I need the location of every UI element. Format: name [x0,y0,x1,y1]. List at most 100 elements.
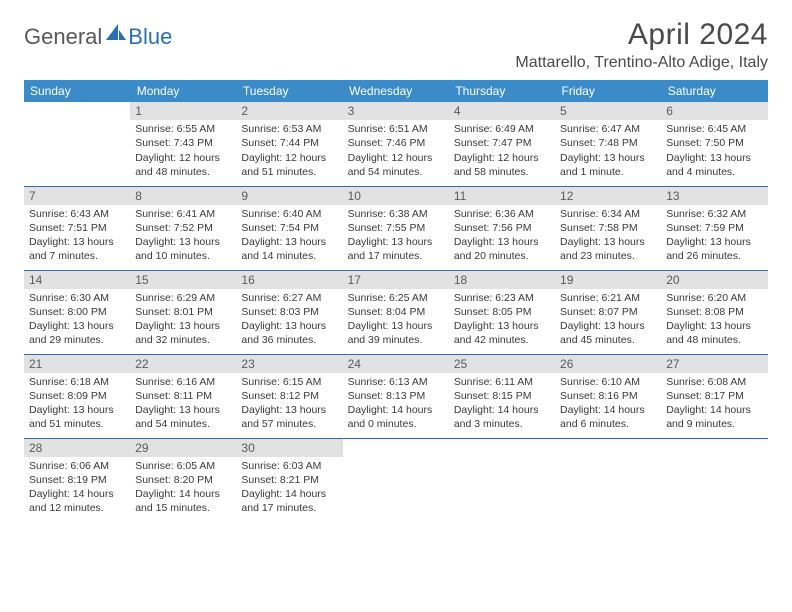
day-number: 8 [130,187,236,205]
day-number: 7 [24,187,130,205]
daylight-text: Daylight: 13 hours [135,319,231,333]
day-number: 21 [24,355,130,373]
sunset-text: Sunset: 7:43 PM [135,136,231,150]
calendar-week-row: 21Sunrise: 6:18 AMSunset: 8:09 PMDayligh… [24,354,768,438]
weekday-header-row: Sunday Monday Tuesday Wednesday Thursday… [24,80,768,102]
calendar-day-cell: 11Sunrise: 6:36 AMSunset: 7:56 PMDayligh… [449,186,555,270]
day-number: 19 [555,271,661,289]
location-text: Mattarello, Trentino-Alto Adige, Italy [515,54,768,72]
daylight-text: and 15 minutes. [135,501,231,515]
day-number: 26 [555,355,661,373]
calendar-day-cell: 19Sunrise: 6:21 AMSunset: 8:07 PMDayligh… [555,270,661,354]
calendar-day-cell: 13Sunrise: 6:32 AMSunset: 7:59 PMDayligh… [661,186,767,270]
daylight-text: and 36 minutes. [241,333,337,347]
calendar-day-cell: 29Sunrise: 6:05 AMSunset: 8:20 PMDayligh… [130,438,236,522]
daylight-text: and 0 minutes. [348,417,444,431]
daylight-text: Daylight: 13 hours [560,319,656,333]
day-number: 23 [236,355,342,373]
daylight-text: Daylight: 13 hours [29,403,125,417]
daylight-text: Daylight: 13 hours [241,319,337,333]
daylight-text: Daylight: 13 hours [454,235,550,249]
day-number: 18 [449,271,555,289]
sunset-text: Sunset: 7:54 PM [241,221,337,235]
weekday-header: Monday [130,80,236,102]
sunrise-text: Sunrise: 6:53 AM [241,122,337,136]
calendar-day-cell: 23Sunrise: 6:15 AMSunset: 8:12 PMDayligh… [236,354,342,438]
daylight-text: Daylight: 14 hours [454,403,550,417]
day-number: 25 [449,355,555,373]
daylight-text: and 6 minutes. [560,417,656,431]
sunrise-text: Sunrise: 6:32 AM [666,207,762,221]
calendar-day-cell: 8Sunrise: 6:41 AMSunset: 7:52 PMDaylight… [130,186,236,270]
daylight-text: Daylight: 13 hours [241,403,337,417]
sunrise-text: Sunrise: 6:47 AM [560,122,656,136]
sunset-text: Sunset: 8:03 PM [241,305,337,319]
calendar-day-cell: 4Sunrise: 6:49 AMSunset: 7:47 PMDaylight… [449,102,555,186]
daylight-text: and 12 minutes. [29,501,125,515]
weekday-header: Friday [555,80,661,102]
day-number: 12 [555,187,661,205]
daylight-text: and 51 minutes. [29,417,125,431]
sunset-text: Sunset: 7:46 PM [348,136,444,150]
page-header: General Blue April 2024 Mattarello, Tren… [24,18,768,72]
daylight-text: Daylight: 13 hours [666,319,762,333]
day-number: 20 [661,271,767,289]
calendar-day-cell: 5Sunrise: 6:47 AMSunset: 7:48 PMDaylight… [555,102,661,186]
calendar-day-cell: 7Sunrise: 6:43 AMSunset: 7:51 PMDaylight… [24,186,130,270]
calendar-day-cell: 2Sunrise: 6:53 AMSunset: 7:44 PMDaylight… [236,102,342,186]
sunrise-text: Sunrise: 6:18 AM [29,375,125,389]
sunrise-text: Sunrise: 6:30 AM [29,291,125,305]
daylight-text: Daylight: 13 hours [135,403,231,417]
calendar-day-cell: 20Sunrise: 6:20 AMSunset: 8:08 PMDayligh… [661,270,767,354]
calendar-day-cell [24,102,130,186]
daylight-text: and 10 minutes. [135,249,231,263]
calendar-week-row: 28Sunrise: 6:06 AMSunset: 8:19 PMDayligh… [24,438,768,522]
daylight-text: Daylight: 13 hours [666,151,762,165]
calendar-day-cell: 17Sunrise: 6:25 AMSunset: 8:04 PMDayligh… [343,270,449,354]
sunset-text: Sunset: 8:13 PM [348,389,444,403]
sunrise-text: Sunrise: 6:49 AM [454,122,550,136]
daylight-text: Daylight: 13 hours [348,235,444,249]
sunset-text: Sunset: 8:09 PM [29,389,125,403]
daylight-text: and 45 minutes. [560,333,656,347]
sunrise-text: Sunrise: 6:36 AM [454,207,550,221]
daylight-text: Daylight: 14 hours [666,403,762,417]
daylight-text: Daylight: 14 hours [29,487,125,501]
sunrise-text: Sunrise: 6:05 AM [135,459,231,473]
calendar-day-cell: 28Sunrise: 6:06 AMSunset: 8:19 PMDayligh… [24,438,130,522]
sunset-text: Sunset: 8:15 PM [454,389,550,403]
sunset-text: Sunset: 7:58 PM [560,221,656,235]
daylight-text: and 4 minutes. [666,165,762,179]
daylight-text: and 29 minutes. [29,333,125,347]
day-number: 9 [236,187,342,205]
calendar-day-cell: 10Sunrise: 6:38 AMSunset: 7:55 PMDayligh… [343,186,449,270]
calendar-day-cell: 12Sunrise: 6:34 AMSunset: 7:58 PMDayligh… [555,186,661,270]
daylight-text: Daylight: 13 hours [241,235,337,249]
daylight-text: and 3 minutes. [454,417,550,431]
day-number: 30 [236,439,342,457]
sunrise-text: Sunrise: 6:34 AM [560,207,656,221]
sunrise-text: Sunrise: 6:15 AM [241,375,337,389]
sunrise-text: Sunrise: 6:29 AM [135,291,231,305]
calendar-day-cell: 6Sunrise: 6:45 AMSunset: 7:50 PMDaylight… [661,102,767,186]
daylight-text: and 23 minutes. [560,249,656,263]
logo-text-2: Blue [128,24,172,50]
calendar-week-row: 14Sunrise: 6:30 AMSunset: 8:00 PMDayligh… [24,270,768,354]
sunset-text: Sunset: 7:52 PM [135,221,231,235]
sunset-text: Sunset: 8:01 PM [135,305,231,319]
sunrise-text: Sunrise: 6:55 AM [135,122,231,136]
daylight-text: and 48 minutes. [135,165,231,179]
daylight-text: Daylight: 13 hours [454,319,550,333]
calendar-day-cell: 24Sunrise: 6:13 AMSunset: 8:13 PMDayligh… [343,354,449,438]
daylight-text: Daylight: 12 hours [135,151,231,165]
calendar-table: Sunday Monday Tuesday Wednesday Thursday… [24,80,768,522]
calendar-day-cell [661,438,767,522]
day-number: 3 [343,102,449,120]
sunset-text: Sunset: 7:55 PM [348,221,444,235]
daylight-text: and 54 minutes. [348,165,444,179]
sunset-text: Sunset: 8:00 PM [29,305,125,319]
daylight-text: and 1 minute. [560,165,656,179]
logo-text-1: General [24,24,102,50]
calendar-day-cell [449,438,555,522]
day-number: 17 [343,271,449,289]
